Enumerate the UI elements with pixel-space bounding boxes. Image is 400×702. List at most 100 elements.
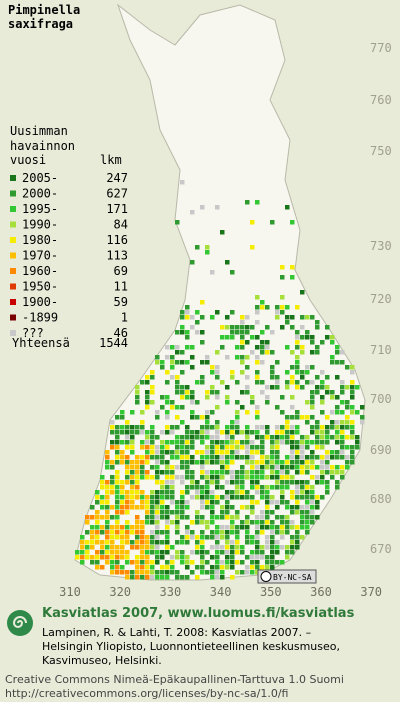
observation-square: [235, 560, 240, 565]
observation-square: [335, 440, 340, 445]
observation-square: [265, 430, 270, 435]
observation-square: [190, 485, 195, 490]
observation-square: [200, 490, 205, 495]
observation-square: [205, 490, 210, 495]
observation-square: [315, 325, 320, 330]
observation-square: [345, 425, 350, 430]
y-grid-label: 670: [370, 542, 392, 556]
observation-square: [235, 380, 240, 385]
observation-square: [105, 510, 110, 515]
observation-square: [125, 555, 130, 560]
observation-square: [295, 380, 300, 385]
observation-square: [325, 335, 330, 340]
observation-square: [305, 315, 310, 320]
observation-square: [250, 440, 255, 445]
observation-square: [280, 275, 285, 280]
observation-square: [275, 460, 280, 465]
observation-square: [265, 505, 270, 510]
observation-square: [220, 455, 225, 460]
observation-square: [315, 455, 320, 460]
legend-label: 1960-: [22, 264, 58, 278]
observation-square: [275, 380, 280, 385]
observation-square: [270, 525, 275, 530]
observation-square: [340, 450, 345, 455]
observation-square: [250, 400, 255, 405]
observation-square: [230, 450, 235, 455]
observation-square: [250, 550, 255, 555]
legend-swatch: [10, 283, 16, 290]
observation-square: [195, 330, 200, 335]
observation-square: [200, 495, 205, 500]
observation-square: [190, 570, 195, 575]
observation-square: [300, 465, 305, 470]
observation-square: [205, 430, 210, 435]
observation-square: [155, 490, 160, 495]
observation-square: [290, 510, 295, 515]
observation-square: [135, 455, 140, 460]
observation-square: [190, 355, 195, 360]
observation-square: [295, 360, 300, 365]
observation-square: [185, 310, 190, 315]
observation-square: [165, 515, 170, 520]
observation-square: [75, 555, 80, 560]
observation-square: [85, 550, 90, 555]
observation-square: [210, 500, 215, 505]
observation-square: [150, 455, 155, 460]
observation-square: [340, 350, 345, 355]
observation-square: [225, 395, 230, 400]
observation-square: [185, 425, 190, 430]
observation-square: [150, 575, 155, 580]
observation-square: [245, 530, 250, 535]
observation-square: [290, 265, 295, 270]
observation-square: [240, 455, 245, 460]
observation-square: [185, 465, 190, 470]
observation-square: [255, 430, 260, 435]
observation-square: [115, 430, 120, 435]
observation-square: [270, 540, 275, 545]
observation-square: [280, 480, 285, 485]
legend-header: vuosi: [10, 153, 46, 167]
observation-square: [290, 490, 295, 495]
observation-square: [245, 535, 250, 540]
observation-square: [225, 510, 230, 515]
observation-square: [250, 350, 255, 355]
observation-square: [250, 325, 255, 330]
observation-square: [230, 330, 235, 335]
observation-square: [170, 345, 175, 350]
observation-square: [255, 545, 260, 550]
observation-square: [300, 315, 305, 320]
observation-square: [205, 455, 210, 460]
observation-square: [245, 440, 250, 445]
observation-square: [200, 450, 205, 455]
observation-square: [245, 340, 250, 345]
observation-square: [170, 555, 175, 560]
observation-square: [115, 425, 120, 430]
observation-square: [200, 375, 205, 380]
x-grid-label: 370: [360, 585, 382, 599]
observation-square: [250, 245, 255, 250]
observation-square: [310, 490, 315, 495]
observation-square: [245, 200, 250, 205]
observation-square: [325, 390, 330, 395]
observation-square: [185, 505, 190, 510]
observation-square: [95, 515, 100, 520]
observation-square: [260, 475, 265, 480]
observation-square: [290, 425, 295, 430]
observation-square: [240, 560, 245, 565]
observation-square: [250, 220, 255, 225]
observation-square: [235, 495, 240, 500]
observation-square: [335, 345, 340, 350]
observation-square: [215, 535, 220, 540]
legend-label: ???: [22, 326, 44, 340]
observation-square: [215, 525, 220, 530]
x-grid-label: 350: [260, 585, 282, 599]
observation-square: [145, 440, 150, 445]
observation-square: [340, 435, 345, 440]
observation-square: [170, 560, 175, 565]
legend-count: 59: [114, 295, 128, 309]
observation-square: [310, 430, 315, 435]
observation-square: [105, 485, 110, 490]
observation-square: [275, 405, 280, 410]
observation-square: [260, 435, 265, 440]
observation-square: [265, 490, 270, 495]
